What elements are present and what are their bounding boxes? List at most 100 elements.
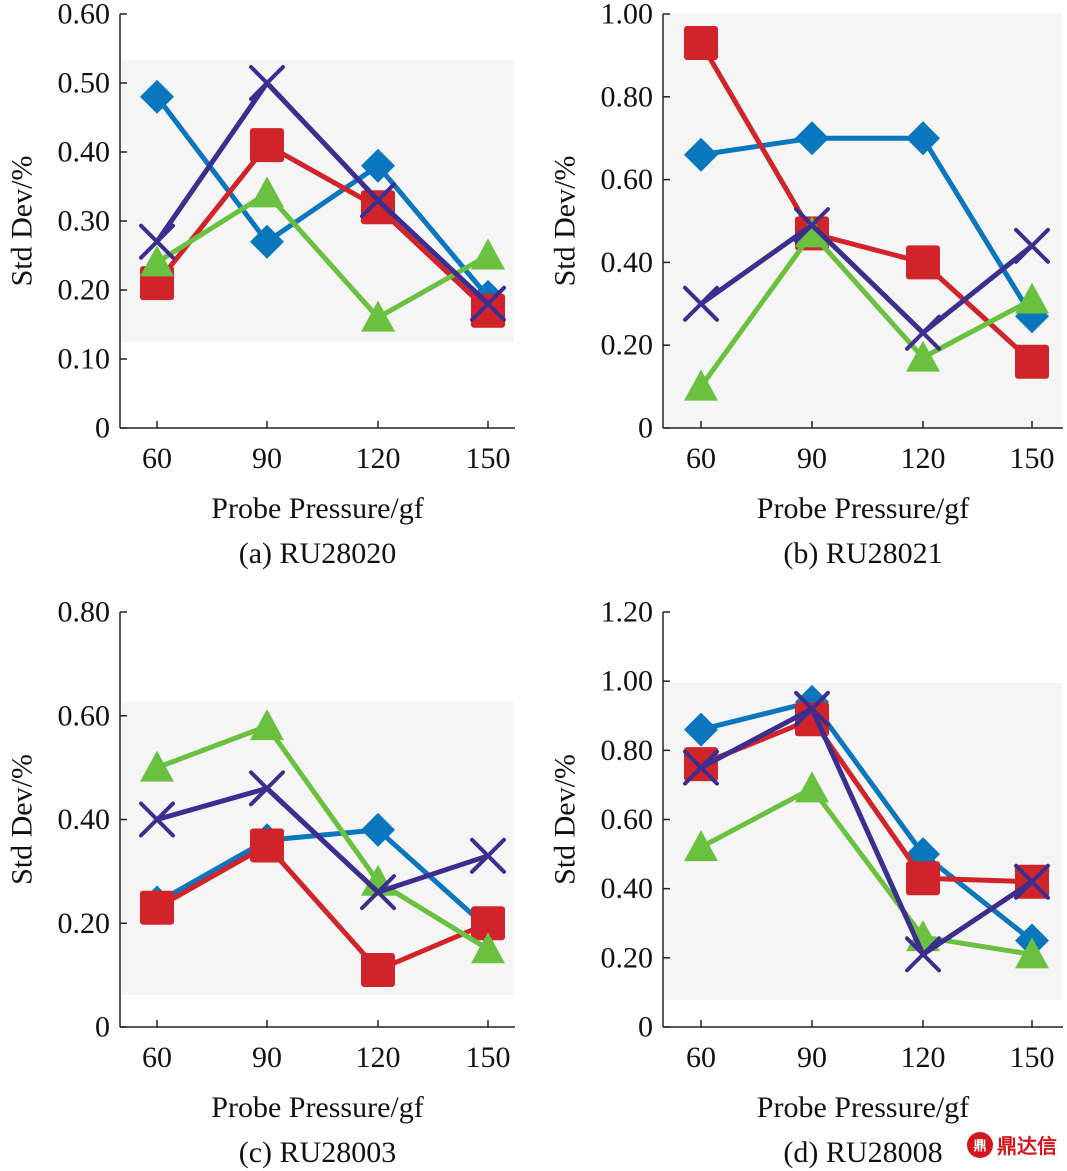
panel-a-y-tick-label-0-40: 0.40 [58, 136, 111, 169]
panel-c-diamond-marker-120 [361, 812, 395, 847]
panel-d-y-tick-label-1-20: 1.20 [601, 596, 654, 629]
panel-d-caption: (d) RU28008 [783, 1136, 942, 1169]
panel-a-cross-marker-120 [360, 182, 396, 219]
panel-a-series-cross-line [154, 80, 490, 306]
panel-a-x-axis-title: Probe Pressure/gf [211, 492, 423, 525]
panel-a-x-tick-label-150: 150 [466, 442, 511, 475]
panel-c-series-triangle-line [156, 723, 490, 952]
panel-a-triangle-marker-150 [471, 238, 505, 270]
panel-b-caption: (b) RU28021 [783, 537, 942, 570]
panel-b-y-axis-title: Std Dev/% [549, 156, 582, 287]
panel-b-cross-marker-60 [683, 285, 719, 322]
panel-b-x-tick-label-60: 60 [686, 442, 716, 475]
panel-d-x-axis-title: Probe Pressure/gf [757, 1091, 969, 1124]
panel-b-series-cross [683, 207, 1050, 351]
panel-b-series-triangle-line [698, 230, 1034, 389]
panel-a-diamond-marker-60 [140, 79, 174, 114]
panel-c-triangle-marker-60 [140, 750, 174, 782]
panel-a-x-tick-label-90: 90 [252, 442, 282, 475]
panel-b-diamond-marker-90 [795, 121, 829, 156]
panel-a-x-tick-label-120: 120 [356, 442, 401, 475]
panel-c-square-marker-60 [140, 890, 174, 925]
panel-b: 0 0.20 0.40 0.60 0.80 1.00 60 90 120 150 Probe Pre… [549, 0, 1063, 570]
panel-b-cross-marker-150 [1014, 227, 1050, 264]
panel-d-series-cross-line [699, 706, 1034, 957]
panel-d-diamond-marker-60 [684, 712, 718, 747]
panel-d-x-tick-label-90: 90 [797, 1041, 827, 1074]
panel-d-x-tick-label-120: 120 [901, 1041, 946, 1074]
panel-c-triangle-marker-150 [471, 932, 505, 964]
panel-b-cross-marker-90 [794, 207, 830, 244]
panel-d-series-cross [683, 690, 1050, 973]
panel-a-y-tick-label-0-50: 0.50 [58, 67, 111, 100]
panel-c-series-square [140, 828, 505, 987]
panel-d-series-diamond-line [700, 699, 1034, 943]
panel-a-series-triangle [140, 176, 505, 332]
panel-a-cross-marker-90 [249, 65, 285, 101]
panel-b-y-tick-label-1-00: 1.00 [601, 0, 654, 31]
panel-b-triangle-marker-150 [1015, 282, 1049, 314]
panel-d-x-tick-label-60: 60 [686, 1041, 716, 1074]
panel-a-cross-marker-150 [470, 285, 506, 322]
panel-c-x-tick-label-150: 150 [466, 1041, 511, 1074]
panel-a-y-tick-label-0-60: 0.60 [58, 0, 111, 31]
panel-d-cross-marker-150 [1014, 863, 1050, 900]
panel-d-series-square-line [700, 716, 1033, 885]
panel-c-square-marker-150 [471, 906, 505, 941]
panel-b-square-marker-150 [1015, 344, 1049, 379]
panel-c-x-tick-label-60: 60 [142, 1041, 172, 1074]
watermark: 鼎 鼎达信 [967, 1130, 1057, 1159]
panel-c-caption: (c) RU28003 [239, 1136, 396, 1169]
panel-a-cross-marker-60 [139, 223, 175, 260]
panel-b-series-diamond-line [700, 135, 1035, 318]
panel-d-cross-marker-90 [794, 690, 830, 727]
panel-b-x-tick-label-90: 90 [797, 442, 827, 475]
panel-c-y-tick-label-0-40: 0.40 [58, 803, 111, 836]
panel-a-diamond-marker-90 [250, 224, 284, 259]
panel-c-cross-marker-60 [139, 801, 175, 838]
panel-d-square-marker-60 [684, 747, 718, 782]
panel-b-series-cross-line [699, 222, 1034, 336]
panel-c-plot-area [121, 702, 514, 995]
panel-a: 0 0.10 0.20 0.30 0.40 0.50 0.60 60 90 120 150 Probe… [6, 0, 515, 570]
panel-c-series-triangle [140, 709, 505, 964]
panel-b-x-axis-title: Probe Pressure/gf [757, 492, 969, 525]
panel-a-plot-area [121, 60, 514, 342]
panel-c-y-tick-label-0-60: 0.60 [58, 699, 111, 732]
panel-c: 0 0.20 0.40 0.60 0.80 60 90 120 150 Probe Pressur… [6, 596, 515, 1169]
panel-b-plot-area [664, 14, 1062, 428]
panel-b-diamond-marker-120 [906, 121, 940, 156]
panel-b-y-tick-label-0-40: 0.40 [601, 246, 654, 279]
watermark-text: 鼎达信 [997, 1134, 1057, 1158]
panel-a-triangle-marker-90 [250, 176, 284, 208]
panel-b-cross-marker-120 [905, 314, 941, 351]
panel-d-cross-marker-60 [683, 749, 719, 786]
watermark-logo-icon: 鼎 [967, 1131, 993, 1158]
panel-a-caption: (a) RU28020 [239, 537, 396, 570]
panel-a-square-marker-150 [471, 293, 505, 328]
panel-d-triangle-marker-90 [795, 771, 829, 803]
panel-c-cross-marker-90 [249, 770, 285, 807]
panel-b-x-tick-label-150: 150 [1010, 442, 1055, 475]
panel-b-y-tick-label-0-80: 0.80 [601, 80, 654, 113]
panel-d-cross-marker-120 [905, 936, 941, 973]
panel-c-series-cross-line [156, 785, 489, 895]
panel-b-diamond-marker-60 [684, 137, 718, 172]
panel-b-triangle-marker-90 [795, 216, 829, 248]
panel-b-triangle-marker-120 [906, 340, 940, 372]
panel-d-triangle-marker-60 [684, 830, 718, 862]
panel-c-square-marker-90 [250, 828, 284, 863]
panel-b-series-triangle [684, 216, 1049, 401]
panel-c-x-tick-label-90: 90 [252, 1041, 282, 1074]
panel-a-diamond-marker-120 [361, 148, 395, 183]
panel-c-cross-marker-150 [470, 837, 506, 874]
panel-d-x-tick-label-150: 150 [1010, 1041, 1055, 1074]
panel-d-square-marker-120 [906, 861, 940, 896]
panel-d-series-triangle-line [699, 785, 1033, 957]
panel-c-series-cross [139, 770, 506, 911]
panel-d-y-axis-title: Std Dev/% [549, 754, 582, 885]
panel-a-y-tick-label-0-30: 0.30 [58, 205, 111, 238]
panel-c-series-square-line [155, 842, 489, 973]
panel-b-y-tick-label-0-20: 0.20 [601, 329, 654, 362]
panel-c-y-tick-label-0: 0 [95, 1011, 110, 1044]
